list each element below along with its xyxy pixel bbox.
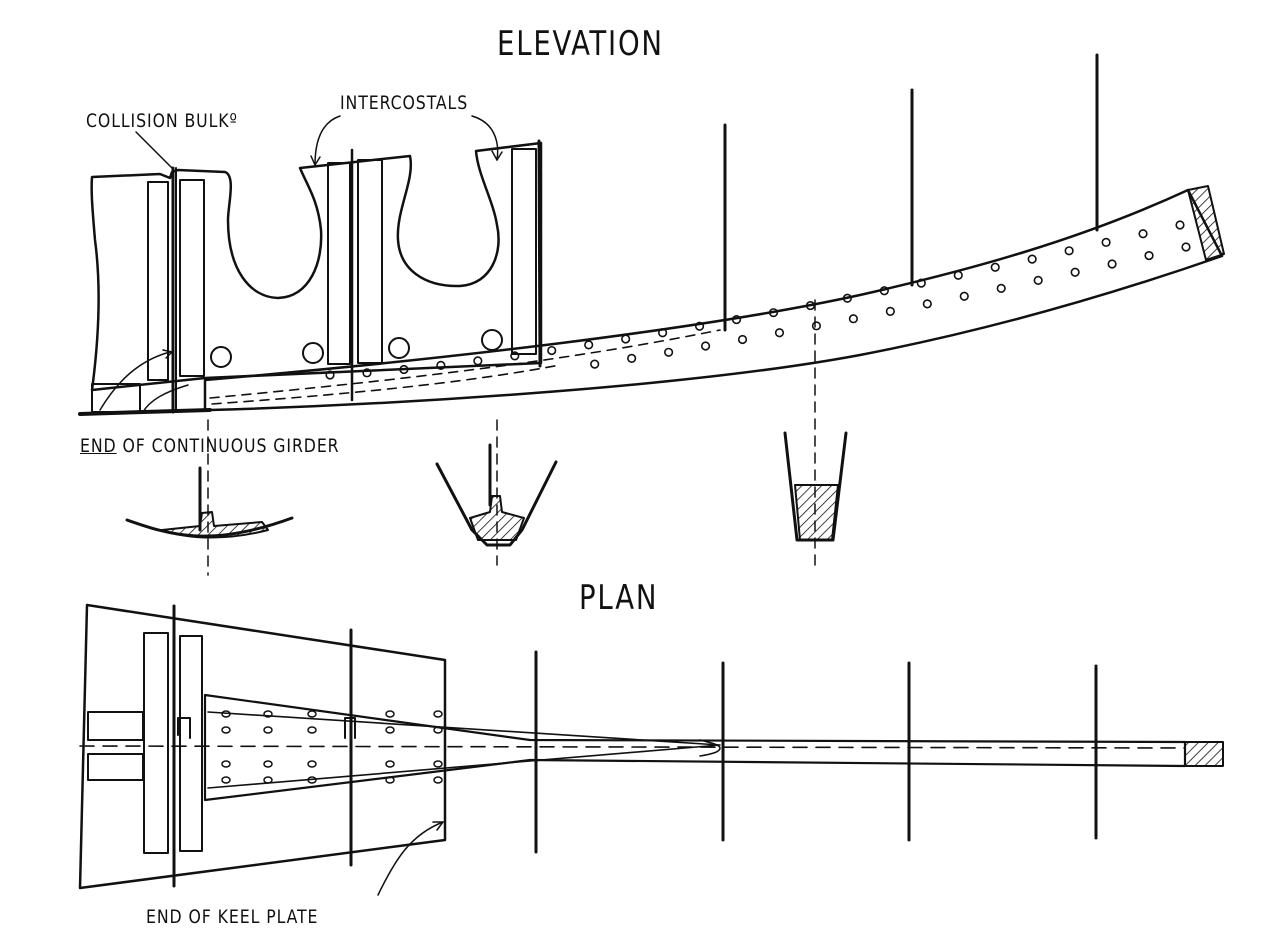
rivet-hole — [813, 322, 821, 330]
rivet-hole — [1182, 243, 1190, 251]
elevation-view — [80, 55, 1224, 414]
rivet-hole — [1034, 277, 1042, 285]
rivet-hole — [437, 362, 445, 370]
keel-plate-outline — [80, 605, 445, 888]
intercostal-strips — [148, 149, 536, 380]
rivet-hole — [887, 308, 895, 316]
continuous-girder-text: OF CONTINUOUS GIRDER — [116, 435, 340, 457]
lightening-holes — [211, 330, 502, 367]
centreline — [80, 746, 1185, 748]
rivet-hole — [1176, 221, 1184, 229]
end-of-continuous-girder-label: END OF CONTINUOUS GIRDER — [80, 435, 340, 457]
rivet-hole — [776, 329, 784, 337]
rivet-hole — [702, 342, 710, 350]
rivet-hole — [1065, 247, 1073, 255]
elevation-title: ELEVATION — [497, 24, 664, 64]
plan-rivet-hole — [221, 710, 231, 718]
rivet-hole — [770, 309, 778, 317]
section-1 — [127, 420, 292, 575]
plan-rivet-hole — [221, 776, 231, 784]
section-3 — [785, 300, 846, 570]
plan-rivet-hole — [307, 776, 317, 784]
rivet-hole — [918, 279, 926, 287]
plan-rivet-hole — [307, 760, 317, 768]
rivet-hole — [850, 315, 858, 323]
rivet-hole — [960, 292, 968, 300]
rivet-hole — [1102, 239, 1110, 247]
rivet-hole — [954, 271, 962, 279]
rivet-hole — [997, 285, 1005, 293]
plan-rivet-hole — [433, 776, 443, 784]
plan-rivet-hole — [307, 726, 317, 734]
plan-rivet-hole — [263, 760, 273, 768]
plan-view — [80, 605, 1223, 895]
frame-lines — [725, 55, 1097, 330]
rivet-hole — [696, 322, 704, 330]
rivet-hole — [511, 352, 519, 360]
rivet-hole — [474, 357, 482, 365]
keel-bar — [80, 190, 1222, 414]
rivet-hole — [622, 335, 630, 343]
rivet-hole — [1028, 255, 1036, 263]
rivet-hole — [665, 348, 673, 356]
rivet-hole — [585, 341, 593, 349]
plan-rivet-hole — [433, 760, 443, 768]
plan-rivet-hole — [221, 726, 231, 734]
plan-rivet-hole — [385, 760, 395, 768]
keel-bar-end-hatched — [1188, 186, 1224, 260]
section-2 — [437, 420, 556, 565]
plan-rivet-hole — [263, 776, 273, 784]
rivet-hole — [363, 369, 371, 377]
rivet-hole — [739, 336, 747, 344]
rivet-hole — [881, 287, 889, 295]
plan-rivet-hole — [221, 760, 231, 768]
rivet-hole — [326, 371, 334, 379]
rivet-hole — [400, 366, 408, 374]
rivet-hole — [844, 294, 852, 302]
collision-bulkhead-label: COLLISION BULKº — [86, 110, 238, 132]
rivet-hole — [659, 329, 667, 337]
plan-rivet-hole — [263, 726, 273, 734]
plan-rivet-hole — [385, 776, 395, 784]
rivet-hole — [1145, 252, 1153, 260]
rivet-hole — [628, 355, 636, 363]
rivet-hole — [1071, 268, 1079, 276]
plan-rivet-hole — [307, 710, 317, 718]
plan-rivet-holes — [221, 710, 443, 784]
plan-rivet-hole — [433, 710, 443, 718]
rivet-hole — [591, 360, 599, 368]
rivet-hole — [991, 263, 999, 271]
rivet-holes — [326, 221, 1190, 379]
intercostals-label: INTERCOSTALS — [340, 92, 469, 114]
plan-floor-lines — [174, 606, 1096, 886]
rivet-hole — [1139, 230, 1147, 238]
plan-title: PLAN — [579, 578, 659, 618]
plan-rivet-hole — [263, 710, 273, 718]
rivet-hole — [733, 316, 741, 324]
plan-rivet-hole — [385, 726, 395, 734]
end-of-keel-plate-label: END OF KEEL PLATE — [146, 906, 319, 928]
rivet-hole — [1108, 260, 1116, 268]
rivet-hole — [807, 302, 815, 310]
rivet-hole — [924, 300, 932, 308]
rivet-hole — [548, 347, 556, 355]
plan-rivet-hole — [385, 710, 395, 718]
keel-bar-plan-end — [1185, 742, 1223, 766]
floor-plate-outline — [92, 143, 541, 390]
plan-rivet-hole — [433, 726, 443, 734]
cross-sections — [127, 300, 846, 575]
plan-intercostal-boxes — [88, 633, 202, 853]
end-underlined-word: END — [80, 435, 117, 457]
